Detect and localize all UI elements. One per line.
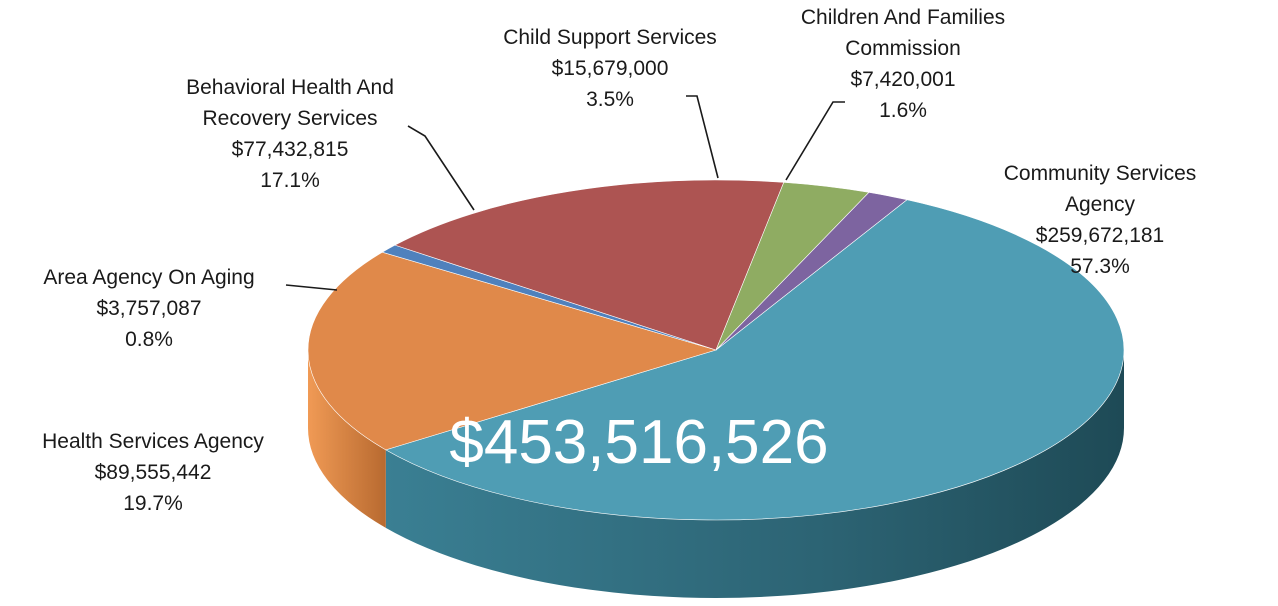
slice-value: $259,672,181	[1035, 224, 1165, 247]
slice-value: $3,757,087	[96, 297, 202, 320]
slice-value: $77,432,815	[231, 138, 349, 161]
slice-percent: 57.3%	[1070, 255, 1130, 278]
slice-value: $7,420,001	[850, 68, 956, 91]
pie-slice-children-and-families-commission	[715, 192, 908, 351]
slice-label-children-families: Children And Families Commission $7,420,…	[778, 2, 1028, 126]
slice-name: Child Support Services	[503, 26, 717, 49]
slice-name: Community Services Agency	[1003, 162, 1197, 216]
total-amount: $453,516,526	[449, 408, 829, 477]
pie-slice-community-services-agency	[385, 199, 1125, 521]
slice-name: Behavioral Health And Recovery Services	[186, 76, 394, 130]
pie-slice-behavioral-health-and-recovery-services	[394, 179, 785, 351]
slice-percent: 0.8%	[125, 328, 173, 351]
slice-value: $15,679,000	[551, 57, 669, 80]
leader-line-children-and-families-commission	[785, 101, 845, 181]
slice-percent: 1.6%	[879, 99, 927, 122]
pie-slice-health-services-agency	[307, 251, 718, 451]
slice-name: Children And Families Commission	[800, 6, 1006, 60]
leader-line-behavioral-health-and-recovery-services	[407, 125, 475, 211]
slice-label-area-agency-on-aging: Area Agency On Aging $3,757,087 0.8%	[4, 262, 294, 355]
slice-label-behavioral-health: Behavioral Health And Recovery Services …	[140, 72, 440, 196]
pie-side-community-services-agency	[385, 350, 1124, 599]
slice-percent: 19.7%	[123, 492, 183, 515]
leader-line-area-agency-on-aging	[285, 284, 338, 291]
slice-label-community-services: Community Services Agency $259,672,181 5…	[1000, 158, 1200, 282]
slice-name: Area Agency On Aging	[43, 266, 255, 289]
slice-percent: 17.1%	[260, 169, 320, 192]
pie-side-health-services-agency	[308, 350, 386, 528]
leader-line-child-support-services	[686, 95, 719, 179]
slice-label-child-support: Child Support Services $15,679,000 3.5%	[455, 22, 765, 115]
slice-label-health-services: Health Services Agency $89,555,442 19.7%	[0, 426, 306, 519]
slice-value: $89,555,442	[94, 461, 212, 484]
slice-name: Health Services Agency	[42, 430, 264, 453]
slice-percent: 3.5%	[586, 88, 634, 111]
